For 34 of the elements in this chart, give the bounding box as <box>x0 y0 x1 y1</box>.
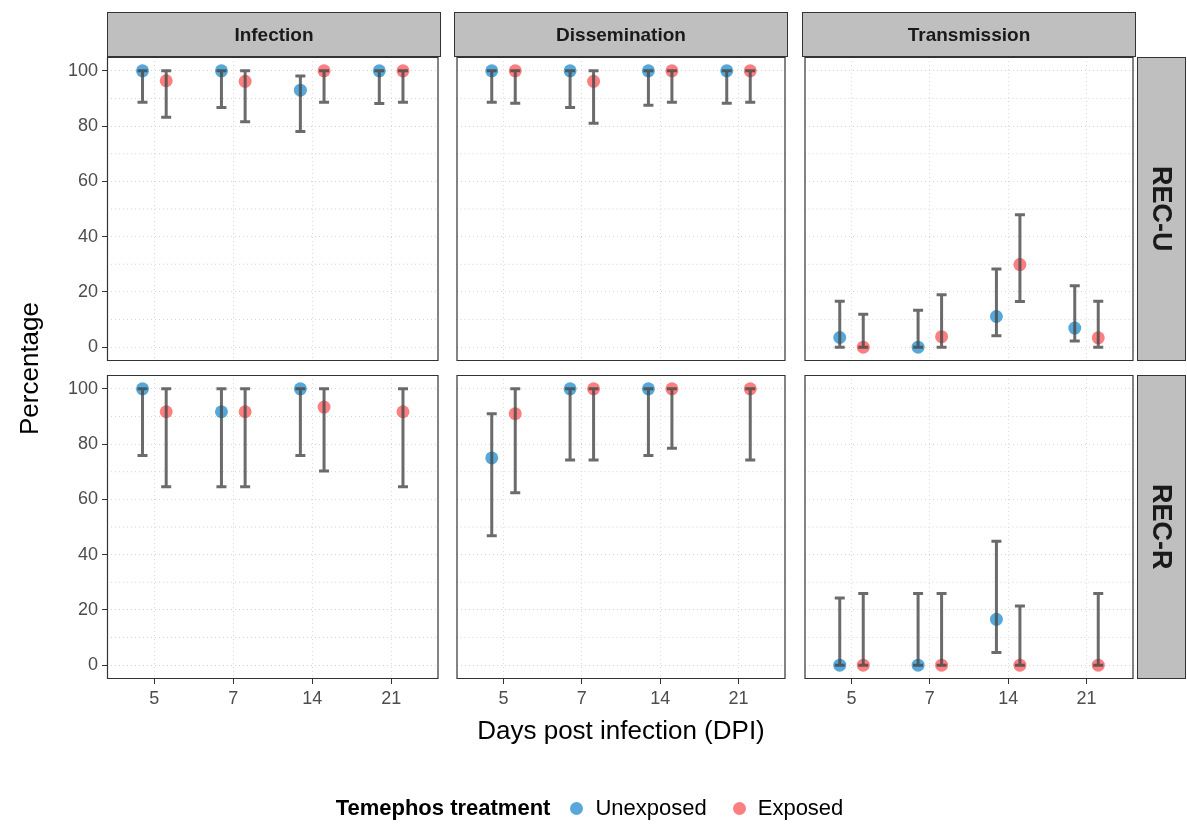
x-tick-label: 21 <box>381 687 402 708</box>
y-tick-label: 40 <box>77 543 98 564</box>
y-tick-label: 60 <box>77 170 98 191</box>
x-tick-label: 14 <box>650 687 671 708</box>
chart-title: Dissemination <box>454 12 788 57</box>
x-tick-label: 7 <box>228 687 239 708</box>
y-tick-label: 0 <box>87 654 98 675</box>
legend-label: Exposed <box>757 795 844 821</box>
x-tick-label: 14 <box>302 687 323 708</box>
x-tick-label: 5 <box>498 687 509 708</box>
x-tick-label: 21 <box>1076 687 1097 708</box>
y-tick-label: 0 <box>87 336 98 357</box>
x-tick-label: 14 <box>998 687 1019 708</box>
x-tick-label: 7 <box>924 687 935 708</box>
chart-title: Transmission <box>802 12 1136 57</box>
y-axis-title: Percentage <box>13 301 45 435</box>
chart-title: Infection <box>107 12 441 57</box>
x-tick-label: 7 <box>576 687 587 708</box>
legend-label: Unexposed <box>595 795 707 821</box>
y-tick-label: 80 <box>77 115 98 136</box>
y-tick-label: 100 <box>67 377 98 398</box>
text: REC-R <box>1146 484 1177 570</box>
x-axis-title: Days post infection (DPI) <box>476 715 766 746</box>
y-tick-label: 60 <box>77 488 98 509</box>
y-tick-label: 80 <box>77 433 98 454</box>
x-tick-label: 5 <box>846 687 857 708</box>
y-tick-label: 20 <box>77 280 98 301</box>
x-tick-label: 21 <box>728 687 749 708</box>
legend-title: Temephos treatment <box>335 795 551 821</box>
text: REC-U <box>1146 166 1177 252</box>
x-tick-label: 5 <box>149 687 160 708</box>
y-tick-label: 100 <box>67 59 98 80</box>
y-tick-label: 40 <box>77 225 98 246</box>
y-tick-label: 20 <box>77 598 98 619</box>
